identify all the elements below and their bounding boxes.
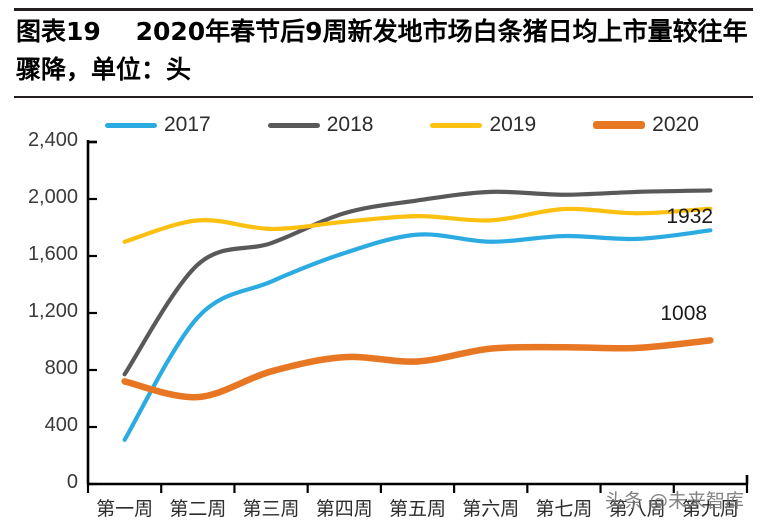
y-axis-tick-label: 2,400 [27, 129, 78, 151]
x-axis-tick-label: 第二周 [169, 498, 227, 520]
data-label-2020: 1008 [660, 302, 708, 326]
title-rule-bottom [14, 96, 753, 98]
legend-item-2018[interactable]: 2018 [267, 113, 374, 137]
legend-item-2019[interactable]: 2019 [430, 113, 536, 137]
x-axis-tick-label: 第四周 [315, 498, 373, 520]
y-axis-tick-label: 1,200 [27, 300, 78, 322]
legend-label-2020: 2020 [652, 113, 699, 136]
y-axis-tick-label: 1,600 [27, 243, 78, 265]
y-axis-tick-label: 400 [44, 414, 78, 436]
legend-swatch-2019 [430, 122, 483, 128]
legend-item-2017[interactable]: 2017 [105, 113, 211, 137]
x-axis-tick-label: 第七周 [535, 498, 593, 520]
x-axis-tick-label: 第九周 [681, 498, 739, 520]
legend-label-2018: 2018 [326, 113, 374, 136]
legend-label-2019: 2019 [489, 113, 537, 136]
legend-swatch-2017 [105, 122, 157, 128]
x-axis-tick-label: 第一周 [96, 498, 154, 520]
y-axis-tick-label: 800 [44, 357, 78, 379]
legend-swatch-2020 [593, 121, 646, 129]
legend-item-2020[interactable]: 2020 [593, 113, 699, 137]
x-axis-tick-label: 第五周 [388, 498, 446, 520]
series-line-2018[interactable] [122, 188, 713, 377]
series-line-2019[interactable] [122, 206, 713, 244]
x-axis-tick-label: 第六周 [462, 498, 520, 520]
legend-swatch-2018 [267, 122, 320, 128]
series-line-2020[interactable] [121, 337, 714, 401]
title-rule-top [14, 8, 753, 11]
chart-legend: 2017 2018 2019 2020 [105, 110, 745, 140]
y-axis-tick-label: 2,000 [27, 186, 78, 208]
legend-label-2017: 2017 [164, 113, 211, 136]
watermark: 头条 @未来智库 [605, 490, 745, 512]
data-label-2019: 1932 [666, 204, 714, 228]
series-line-2017[interactable] [122, 228, 713, 442]
x-axis-tick-label: 第八周 [608, 498, 666, 520]
y-axis-tick-label: 0 [66, 471, 78, 493]
page-title: 图表19 2020年春节后9周新发地市场白条猪日均上市量较往年骤降，单位：头 [16, 17, 748, 84]
x-axis-tick-label: 第三周 [242, 498, 300, 520]
